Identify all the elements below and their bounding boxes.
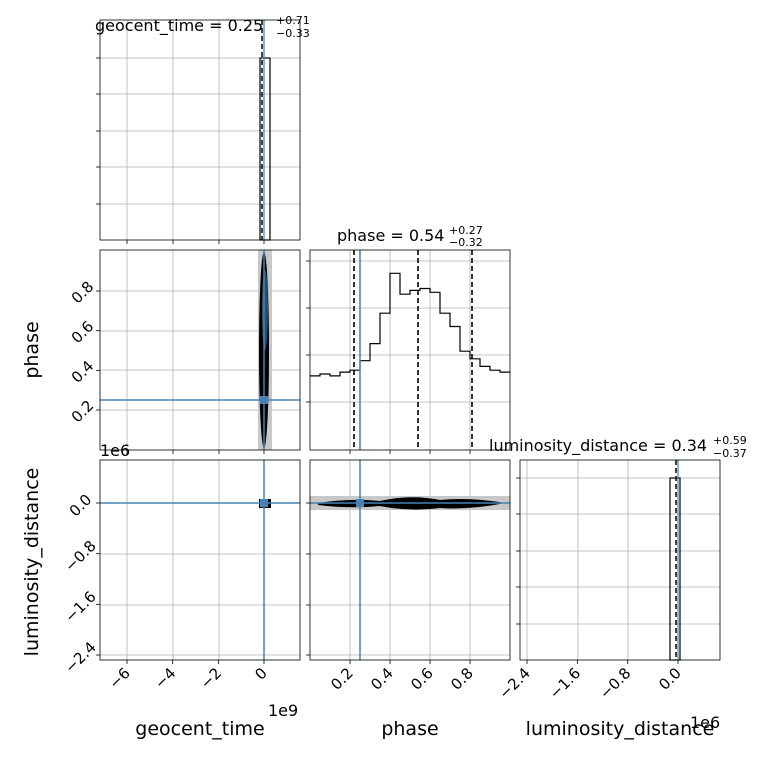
grid-distance-vs-geocent-time — [100, 460, 300, 660]
panel-geocent-time-hist: geocent_time = 0.25 +0.71 −0.33 — [95, 14, 310, 244]
grid-phase-hist — [310, 250, 510, 450]
axes-distance-hist — [519, 459, 721, 661]
hist-step-phase — [310, 272, 510, 377]
xtick-label-geocent-time: −6 — [105, 664, 133, 692]
xtick-label-distance: −1.6 — [546, 664, 584, 702]
truth-marker-21 — [260, 396, 268, 404]
quantile-lines-phase — [353, 250, 473, 450]
xtick-label-phase: 0.8 — [447, 664, 477, 694]
axes-geocent-time-hist — [99, 19, 301, 241]
title-geocent-time-sub: −0.33 — [276, 27, 310, 40]
title-phase: phase = 0.54 — [337, 226, 444, 245]
xtick-label-geocent-time: 0 — [251, 664, 270, 683]
title-phase-sub: −0.32 — [449, 236, 483, 249]
title-geocent-time: geocent_time = 0.25 — [95, 16, 263, 36]
panel-distance-vs-geocent-time: 0.0 −0.8 −1.6 −2.4 −6 −4 −2 0 1e6 1e9 geocent_… — [21, 441, 301, 740]
ytick-label-distance: 0.0 — [66, 491, 96, 521]
ticks-geocent-time-hist — [96, 57, 265, 244]
panel-phase-vs-geocent-time: 0.2 0.4 0.6 0.8 phase — [21, 249, 301, 454]
ytick-labels-phase: 0.2 0.4 0.6 0.8 — [68, 278, 100, 427]
xlabel-luminosity-distance: luminosity_distance — [526, 718, 715, 740]
xtick-label-phase: 0.4 — [367, 664, 397, 694]
xtick-label-distance: −2.4 — [495, 664, 533, 702]
axes-phase-hist — [309, 249, 511, 451]
density-phase-vs-geocent-time — [258, 250, 272, 450]
grid-distance-vs-phase — [310, 460, 510, 660]
grid-distance-hist — [520, 460, 720, 660]
title-phase-sup: +0.27 — [449, 224, 483, 237]
xtick-label-geocent-time: −4 — [151, 664, 179, 692]
xtick-label-phase: 0.2 — [327, 664, 357, 694]
ytick-labels-distance: 0.0 −0.8 −1.6 −2.4 — [61, 491, 100, 677]
title-distance-sup: +0.59 — [713, 434, 747, 447]
ylabel-phase: phase — [21, 321, 43, 378]
xtick-label-distance: −0.8 — [596, 664, 634, 702]
ylabel-luminosity-distance: luminosity_distance — [21, 468, 43, 657]
xtick-label-distance: 0.0 — [655, 664, 685, 694]
xlabel-phase: phase — [381, 718, 438, 740]
panel-distance-hist: −2.4 −1.6 −0.8 0.0 luminosity_distance = 0.… — [489, 434, 747, 740]
yticks-32 — [306, 502, 310, 656]
xlabel-geocent-time: geocent_time — [135, 718, 264, 740]
xtick-label-geocent-time: −2 — [197, 664, 225, 692]
axes-distance-vs-geocent-time — [99, 459, 301, 661]
xoffset-distance: 1e6 — [690, 713, 720, 732]
xtick-labels-geocent-time: −6 −4 −2 0 — [105, 660, 271, 692]
yoffset-distance: 1e6 — [100, 441, 130, 460]
ytick-label-phase: 0.4 — [68, 357, 98, 387]
ytick-label-phase: 0.8 — [68, 278, 98, 308]
xtick-label-phase: 0.6 — [407, 664, 437, 694]
axes-phase-vs-geocent-time — [99, 249, 301, 451]
panel-distance-vs-phase: 0.2 0.4 0.6 0.8 phase — [306, 459, 511, 740]
yticks-33 — [516, 477, 520, 625]
ticks-phase-hist — [306, 260, 471, 454]
ytick-label-distance: −1.6 — [61, 588, 99, 626]
truth-marker-31 — [260, 499, 268, 507]
xtick-labels-distance: −2.4 −1.6 −0.8 0.0 — [495, 660, 685, 703]
xtick-labels-phase: 0.2 0.4 0.6 0.8 — [327, 660, 477, 694]
xoffset-geocent-time: 1e9 — [268, 701, 298, 720]
title-distance-sub: −0.37 — [713, 447, 747, 460]
xticks-21 — [126, 450, 265, 454]
ytick-label-phase: 0.2 — [68, 397, 98, 427]
title-geocent-time-sup: +0.71 — [276, 14, 310, 27]
ytick-label-distance: −0.8 — [61, 537, 99, 575]
ytick-label-phase: 0.6 — [68, 317, 98, 347]
ytick-label-distance: −2.4 — [61, 638, 99, 676]
panel-phase-hist: phase = 0.54 +0.27 −0.32 — [306, 224, 511, 454]
truth-marker-32 — [356, 499, 364, 507]
title-distance: luminosity_distance = 0.34 — [489, 436, 707, 456]
axes-distance-vs-phase — [309, 459, 511, 661]
